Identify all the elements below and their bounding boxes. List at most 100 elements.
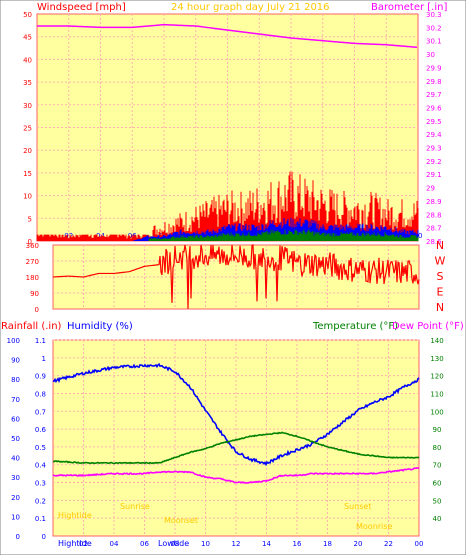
hour-tick-label: 08	[171, 540, 180, 548]
temperature-tick-label: 40	[433, 515, 442, 523]
panel1-windspeed-axis: 0 5 10 15 20 25 30 35 40 45 50	[23, 11, 32, 246]
barometer-tick-label: 30.3	[426, 11, 442, 19]
rainfall-tick-label: 0.8	[35, 390, 46, 398]
rainfall-tick-label: 0.4	[35, 462, 47, 470]
hour-tick-label: 02	[79, 540, 88, 548]
panel3-hour-axis: 02 04 06 08 10 12 14 16 18 20 22 00	[79, 540, 423, 548]
barometer-tick-label: 29.9	[426, 64, 442, 72]
direction-tick-label: 90	[30, 290, 39, 298]
humidity-tick-label: 40	[11, 455, 20, 463]
rainfall-axis: 0 0.1 0.2 0.3 0.4 0.5 0.6 0.7 0.8 0.9 1 1.1	[35, 337, 47, 541]
rainfall-tick-label: 0.2	[35, 497, 46, 505]
panel3-grid	[53, 339, 419, 536]
panel2-series	[52, 244, 420, 309]
panel1-series	[36, 23, 419, 241]
hour-tick-label: 18	[323, 540, 332, 548]
barometer-tick-label: 28.8	[426, 211, 442, 219]
windspeed-tick-label: 15	[23, 170, 32, 178]
barometer-tick-label: 29.1	[426, 171, 442, 179]
calm-series	[148, 229, 419, 241]
hour-tick-label: 14	[262, 540, 271, 548]
hour-tick-label: 22	[384, 540, 393, 548]
temperature-tick-label: 70	[433, 462, 442, 470]
tide-lowtide: Lowtide	[158, 539, 189, 548]
hour-tick-label: 00	[415, 540, 424, 548]
barometer-tick-label: 29.3	[426, 145, 442, 153]
barometer-tick-label: 30.1	[426, 38, 442, 46]
humidity-axis: 0 10 20 30 40 50 60 70 80 90 100	[7, 337, 20, 541]
rainfall-tick-label: 0	[42, 533, 46, 541]
windspeed-tick-label: 30	[23, 102, 32, 110]
humidity-tick-label: 100	[7, 337, 20, 345]
humidity-tick-label: 90	[11, 357, 20, 365]
rainfall-tick-label: 0.1	[35, 515, 46, 523]
temperature-tick-label: 140	[430, 337, 443, 345]
hour-tick-label: 06	[128, 232, 137, 240]
direction-tick-label: 0	[35, 306, 39, 314]
hour-tick-label: 04	[110, 540, 119, 548]
rainfall-tick-label: 0.9	[35, 373, 46, 381]
barometer-tick-label: 29.5	[426, 118, 442, 126]
direction-series	[52, 244, 420, 309]
barometer-tick-label: 29.2	[426, 158, 442, 166]
rainfall-tick-label: 0.6	[35, 426, 47, 434]
barometer-tick-label: 28.9	[426, 198, 442, 206]
panel1-barometer-axis: 28.6 28.7 28.8 28.9 29 29.1 29.2 29.3 29.4 29.5 29…	[426, 11, 442, 246]
temperature-label: Temperature (°F)	[312, 321, 398, 332]
humidity-tick-label: 80	[11, 376, 20, 384]
panel2-direction-axis: 0 90 180 270 360	[26, 242, 39, 314]
windspeed-tick-label: 5	[28, 215, 32, 223]
rainfall-tick-label: 1	[42, 355, 46, 363]
compass-label: N	[436, 239, 444, 252]
windspeed-tick-label: 45	[23, 34, 32, 42]
event-moonrise: Moonrise	[356, 522, 392, 531]
barometer-tick-label: 29.4	[426, 131, 442, 139]
compass-label: N	[436, 301, 444, 314]
barometer-tick-label: 28.7	[426, 225, 442, 233]
event-sunset: Sunset	[344, 502, 371, 511]
event-hightide-left: Hightide	[58, 511, 92, 520]
windspeed-tick-label: 50	[23, 11, 32, 19]
temperature-axis: 40 50 60 70 80 90 100 110 120 130 140	[430, 337, 443, 523]
hour-tick-label: 12	[232, 540, 241, 548]
rainfall-tick-label: 0.7	[35, 408, 46, 416]
compass-label: E	[437, 286, 444, 299]
barometer-tick-label: 28.6	[426, 238, 442, 246]
direction-tick-label: 180	[26, 274, 39, 282]
windspeed-tick-label: 10	[23, 193, 32, 201]
direction-tick-label: 360	[26, 242, 39, 250]
barometer-tick-label: 29.6	[426, 104, 442, 112]
temperature-tick-label: 80	[433, 444, 442, 452]
hour-tick-label: 10	[201, 540, 210, 548]
temperature-tick-label: 60	[433, 480, 442, 488]
barometer-tick-label: 30.2	[426, 24, 442, 32]
temperature-tick-label: 90	[433, 426, 442, 434]
humidity-tick-label: 50	[11, 435, 20, 443]
humidity-tick-label: 20	[11, 494, 20, 502]
temperature-tick-label: 110	[430, 390, 443, 398]
tide-hightide-left: Hightide	[58, 539, 92, 548]
temperature-series	[52, 431, 420, 465]
barometer-label: Barometer [.in]	[371, 2, 447, 13]
rainfall-tick-label: 1.1	[35, 337, 46, 345]
windspeed-tick-label: 25	[23, 125, 32, 133]
temperature-tick-label: 50	[433, 497, 442, 505]
panel3-series	[52, 362, 420, 485]
panel2-grid	[53, 245, 419, 309]
compass-label: S	[437, 270, 444, 283]
chart-title: 24 hour graph day July 21 2016	[171, 2, 330, 13]
windspeed-tick-label: 40	[23, 56, 32, 64]
rainfall-tick-label: 0.3	[35, 480, 46, 488]
barometer-tick-label: 29	[426, 185, 435, 193]
event-sunrise: Sunrise	[120, 502, 150, 511]
temperature-tick-label: 100	[430, 408, 443, 416]
windspeed-tick-label: 0	[28, 238, 32, 246]
hour-tick-label: 16	[293, 540, 302, 548]
barometer-tick-label: 29.8	[426, 78, 442, 86]
hour-tick-label: 04	[96, 232, 105, 240]
temperature-tick-label: 120	[430, 373, 443, 381]
humidity-tick-label: 70	[11, 396, 20, 404]
